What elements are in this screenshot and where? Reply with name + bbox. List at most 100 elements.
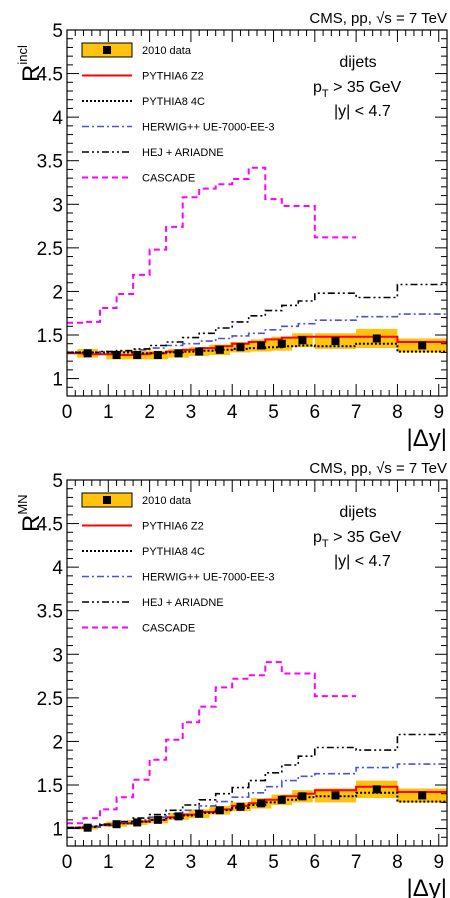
y-tick-label: 3 xyxy=(52,645,63,666)
x-tick-label: 9 xyxy=(433,852,444,873)
data-point-marker xyxy=(215,806,224,815)
x-tick-label: 6 xyxy=(310,402,321,423)
chart-panel-2: 0 1 2 3 4 5 6 7 8 9 1 1.5 2 2.5 3 3.5 4 4.5 5 |Δy| RMN CMS, p… xyxy=(15,460,448,898)
data-point-marker xyxy=(418,341,427,350)
info-line-rapidity: |y| < 4.7 xyxy=(334,103,391,120)
data-point-marker xyxy=(372,785,381,794)
data-point-marker xyxy=(298,336,307,345)
legend-label: 2010 data xyxy=(142,45,192,57)
x-tick-label: 1 xyxy=(103,402,114,423)
y-axis-title-sup: incl xyxy=(15,45,30,65)
legend-label: CASCADE xyxy=(142,623,195,635)
x-tick-label: 5 xyxy=(268,402,279,423)
data-point-marker xyxy=(215,345,224,354)
series-line-hej-ariadne xyxy=(67,283,447,354)
legend-label: PYTHIA8 4C xyxy=(142,96,205,108)
data-point-marker xyxy=(133,351,142,360)
legend-marker-data xyxy=(103,496,111,504)
y-tick-label: 2 xyxy=(52,282,63,303)
data-point-marker xyxy=(331,337,340,346)
legend-label: HEJ + ARIADNE xyxy=(142,597,224,609)
legend-label: PYTHIA8 4C xyxy=(142,546,205,558)
legend-label: HEJ + ARIADNE xyxy=(142,147,224,159)
info-line-rapidity: |y| < 4.7 xyxy=(334,553,391,570)
chart-panel-1: 0 1 2 3 4 5 6 7 8 9 1 1.5 2 2.5 3 3.5 4 4.5 5 |Δy| Rincl CMS,… xyxy=(15,10,448,452)
y-tick-label: 1.5 xyxy=(37,776,63,797)
x-tick-label: 8 xyxy=(392,402,403,423)
y-tick-label: 5 xyxy=(52,21,63,42)
y-axis-title-main: R xyxy=(18,515,45,532)
y-tick-label: 3.5 xyxy=(37,602,63,623)
data-point-marker xyxy=(236,802,245,811)
y-tick-label: 1.5 xyxy=(37,326,63,347)
y-tick-label: 5 xyxy=(52,471,63,492)
series-line-cascade xyxy=(67,661,357,825)
chart-header: CMS, pp, √s = 7 TeV xyxy=(309,10,447,27)
data-point-marker xyxy=(195,809,204,818)
y-axis-title-sup: MN xyxy=(15,494,30,514)
data-point-marker xyxy=(298,792,307,801)
legend-label: HERWIG++ UE-7000-EE-3 xyxy=(142,572,274,584)
y-axis-title: RMN xyxy=(15,494,45,532)
series-line-pythia6-z2 xyxy=(67,335,447,356)
data-point-marker xyxy=(153,815,162,824)
data-point-marker xyxy=(83,823,92,832)
y-tick-label: 3.5 xyxy=(37,152,63,173)
y-tick-label: 2.5 xyxy=(37,239,63,260)
x-tick-label: 3 xyxy=(186,852,197,873)
info-line-pt: pT > 35 GeV xyxy=(313,529,401,550)
legend-label: HERWIG++ UE-7000-EE-3 xyxy=(142,122,274,134)
y-tick-label: 3 xyxy=(52,195,63,216)
data-point-marker xyxy=(372,334,381,343)
legend-marker-data xyxy=(103,46,111,54)
x-tick-label: 0 xyxy=(62,402,73,423)
y-tick-label: 2.5 xyxy=(37,689,63,710)
x-tick-label: 7 xyxy=(351,402,362,423)
data-point-marker xyxy=(257,799,266,808)
y-axis-title-main: R xyxy=(18,65,45,82)
x-tick-label: 7 xyxy=(351,852,362,873)
series-line-cascade xyxy=(67,166,357,324)
info-line-pt: pT > 35 GeV xyxy=(313,79,401,100)
legend-label: PYTHIA6 Z2 xyxy=(142,521,204,533)
x-tick-label: 4 xyxy=(227,852,238,873)
x-tick-label: 3 xyxy=(186,402,197,423)
data-point-marker xyxy=(195,347,204,356)
data-point-marker xyxy=(133,818,142,827)
x-tick-label: 4 xyxy=(227,402,238,423)
y-tick-label: 4 xyxy=(52,108,63,129)
data-point-marker xyxy=(257,341,266,350)
legend-label: 2010 data xyxy=(142,495,192,507)
x-axis-title: |Δy| xyxy=(407,425,448,452)
data-point-marker xyxy=(418,791,427,800)
data-point-marker xyxy=(83,349,92,358)
y-tick-label: 2 xyxy=(52,732,63,753)
data-point-marker xyxy=(153,351,162,360)
data-point-marker xyxy=(277,339,286,348)
y-tick-label: 4 xyxy=(52,558,63,579)
y-tick-label: 1 xyxy=(52,370,63,391)
x-tick-label: 9 xyxy=(433,402,444,423)
y-axis-title: Rincl xyxy=(15,45,45,82)
data-point-marker xyxy=(331,791,340,800)
info-line-dijets: dijets xyxy=(339,54,376,71)
x-tick-label: 0 xyxy=(62,852,73,873)
chart-header: CMS, pp, √s = 7 TeV xyxy=(309,460,447,477)
x-tick-label: 1 xyxy=(103,852,114,873)
x-tick-label: 5 xyxy=(268,852,279,873)
legend-label: PYTHIA6 Z2 xyxy=(142,71,204,83)
y-tick-label: 4.5 xyxy=(37,65,63,86)
info-line-dijets: dijets xyxy=(339,504,376,521)
x-axis-title: |Δy| xyxy=(407,875,448,898)
data-point-marker xyxy=(174,812,183,821)
y-tick-label: 1 xyxy=(52,820,63,841)
y-tick-label: 4.5 xyxy=(37,515,63,536)
data-point-marker xyxy=(236,343,245,352)
x-tick-label: 6 xyxy=(310,852,321,873)
data-point-marker xyxy=(174,349,183,358)
x-tick-label: 2 xyxy=(144,402,155,423)
x-tick-label: 8 xyxy=(392,852,403,873)
data-point-marker xyxy=(112,820,121,829)
data-point-marker xyxy=(112,351,121,360)
